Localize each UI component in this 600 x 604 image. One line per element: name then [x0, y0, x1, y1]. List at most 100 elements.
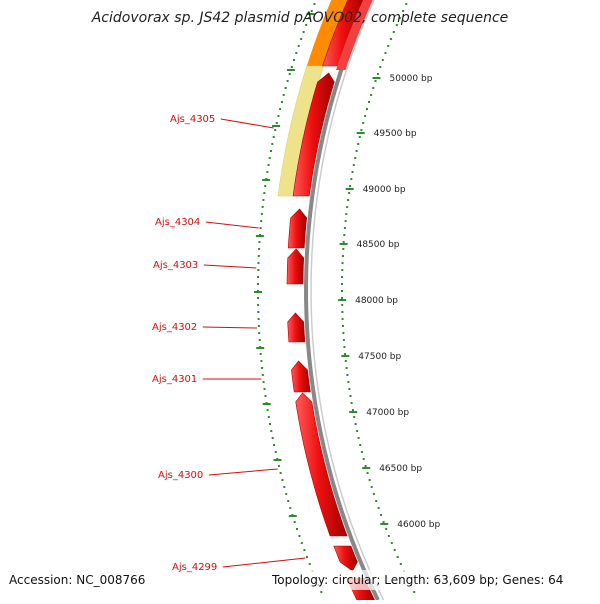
scale-label: 47500 bp — [358, 352, 401, 362]
scale-tick-dot — [343, 234, 346, 236]
outer-tick-dot — [296, 528, 298, 530]
outer-tick-dot — [260, 213, 263, 215]
outer-tick-dot — [271, 143, 274, 145]
scale-tick-dot — [372, 493, 375, 495]
outer-tick-dot — [287, 500, 290, 502]
outer-tick-dot — [257, 269, 260, 271]
gene-leader-line — [222, 557, 306, 568]
outer-tick-dot — [302, 31, 305, 33]
scale-tick-dot — [352, 164, 355, 166]
gene-arrow-ajs-4299 — [333, 545, 358, 572]
outer-tick-dot — [264, 395, 267, 397]
outer-tick-dot — [257, 283, 259, 285]
scale-label: 49000 bp — [363, 185, 406, 195]
outer-tick-dot — [257, 255, 260, 257]
outer-tick-dot — [267, 416, 270, 418]
gene-label: Ajs_4302 — [152, 322, 197, 333]
scale-tick-dot — [343, 227, 346, 229]
gene-label: Ajs_4301 — [152, 374, 197, 385]
scale-tick-dot — [344, 353, 347, 355]
outer-tick-dot — [298, 535, 301, 537]
outer-tick-dot — [260, 220, 263, 222]
scale-tick-dot — [355, 150, 358, 152]
scale-tick-dot — [349, 185, 352, 187]
outer-tick-dot — [277, 465, 280, 467]
scale-tick-dot — [345, 367, 348, 369]
scale-tick-dot — [380, 514, 382, 516]
outer-tick-dot — [266, 409, 269, 411]
outer-tick-dot — [269, 423, 271, 425]
gene-leader-line — [205, 221, 259, 229]
gene-arrow-ajs-4302 — [287, 312, 306, 343]
scale-tick-dot — [344, 360, 347, 362]
scale-tick-dot — [395, 24, 398, 26]
scale-tick-dot — [366, 108, 368, 110]
outer-tick-dot — [257, 318, 260, 320]
scale-tick-dot — [392, 31, 395, 33]
outer-tick-dot — [266, 171, 269, 173]
outer-tick-dot — [277, 115, 280, 117]
outer-tick-dot — [283, 486, 286, 488]
scale-tick-dot — [341, 276, 344, 278]
outer-tick-dot — [257, 276, 260, 278]
accession-text: Accession: NC_008766 — [9, 573, 146, 587]
gene-label: Ajs_4303 — [153, 260, 198, 271]
outer-tick-dot — [261, 367, 264, 369]
outer-tick-dot — [320, 591, 323, 593]
scale-tick-dot — [399, 563, 402, 565]
outer-tick-dot — [259, 353, 262, 355]
outer-tick-dot — [268, 157, 271, 159]
scale-tick-dot — [348, 388, 351, 390]
outer-tick-dot — [257, 262, 260, 264]
scale-tick-dot — [389, 38, 392, 40]
scale-tick-dot — [354, 157, 357, 159]
scale-tick-dot — [368, 101, 370, 103]
scale-label: 47000 bp — [366, 408, 409, 418]
outer-tick-dot — [295, 52, 298, 54]
gene-arrow-ajs-4303 — [286, 248, 304, 285]
scale-tick-dot — [385, 528, 388, 530]
outer-tick-dot — [264, 185, 267, 187]
outer-tick-dot — [262, 199, 265, 201]
outer-tick-dot — [289, 507, 292, 509]
outer-tick-dot — [279, 108, 282, 110]
outer-tick-dot — [282, 94, 285, 96]
outer-tick-dot — [263, 388, 266, 390]
gene-arrow-ajs-4300 — [295, 392, 348, 537]
scale-tick-dot — [402, 10, 405, 12]
outer-tick-dot — [260, 360, 263, 362]
gene-arrow-ajs-4305 — [292, 72, 335, 197]
scale-tick-dot — [346, 206, 349, 208]
map-title: Acidovorax sp. JS42 plasmid pAOVO02, com… — [91, 10, 509, 26]
outer-tick-dot — [261, 206, 264, 208]
outer-tick-dot — [271, 437, 274, 439]
outer-tick-dot — [284, 87, 287, 89]
outer-tick-dot — [281, 479, 284, 481]
outer-tick-dot — [279, 472, 282, 474]
outer-tick-dot — [313, 3, 316, 5]
gene-label: Ajs_4299 — [172, 562, 217, 573]
scale-tick-dot — [356, 430, 359, 432]
gene-label: Ajs_4305 — [170, 114, 215, 125]
outer-tick-dot — [272, 136, 275, 138]
scale-tick-dot — [413, 591, 416, 593]
outer-tick-dot — [307, 17, 310, 19]
gene-label: Ajs_4300 — [158, 470, 203, 481]
scale-label: 50000 bp — [390, 74, 433, 84]
scale-tick-dot — [341, 297, 343, 299]
outer-tick-dot — [257, 304, 260, 306]
scale-tick-dot — [344, 220, 347, 222]
scale-tick-dot — [345, 213, 348, 215]
outer-tick-dot — [263, 192, 266, 194]
scale-tick-dot — [393, 549, 396, 551]
scale-tick-dot — [374, 80, 377, 82]
scale-tick-dot — [342, 248, 345, 250]
backbone-outer-line — [304, 0, 380, 601]
scale-tick-dot — [376, 73, 379, 75]
scale-tick-dot — [396, 556, 399, 558]
scale-tick-dot — [359, 444, 362, 446]
scale-tick-dot — [357, 143, 360, 145]
scale-tick-dot — [347, 199, 350, 201]
